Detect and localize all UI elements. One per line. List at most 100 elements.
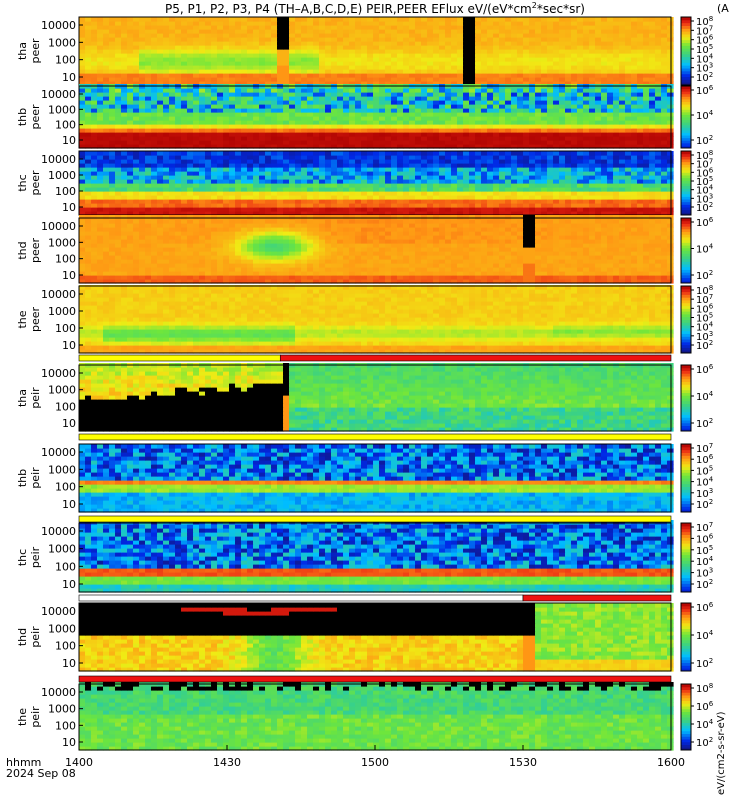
spectrogram-cell <box>91 203 98 208</box>
spectrogram-cell <box>265 53 272 58</box>
spectrogram-cell <box>547 175 554 180</box>
spectrogram-cell <box>655 57 662 62</box>
spectrogram-cell <box>115 100 122 105</box>
spectrogram-cell <box>151 104 158 109</box>
spectrogram-cell <box>601 17 608 22</box>
spectrogram-cell <box>307 88 314 93</box>
spectrogram-cell <box>295 124 302 129</box>
spectrogram-cell <box>553 41 560 46</box>
spectrogram-cell <box>475 167 482 172</box>
spectrogram-cell <box>355 171 362 176</box>
spectrogram-cell <box>253 41 260 46</box>
spectrogram-cell <box>367 179 374 184</box>
spectrogram-cell <box>193 167 200 172</box>
spectrogram-cell <box>337 21 344 26</box>
spectrogram-cell <box>487 132 494 137</box>
spectrogram-cell <box>649 29 656 34</box>
spectrogram-cell <box>247 151 254 156</box>
spectrogram-cell <box>379 199 386 204</box>
spectrogram-cell <box>475 21 482 26</box>
spectrogram-cell <box>397 199 404 204</box>
spectrogram-cell <box>331 33 338 38</box>
spectrogram-cell <box>373 155 380 160</box>
spectrogram-cell <box>451 132 458 137</box>
spectrogram-cell <box>307 199 314 204</box>
spectrogram-cell <box>163 171 170 176</box>
spectrogram-cell <box>193 191 200 196</box>
spectrogram-cell <box>139 77 146 82</box>
spectrogram-cell <box>211 33 218 38</box>
spectrogram-cell <box>529 199 536 204</box>
spectrogram-cell <box>493 203 500 208</box>
spectrogram-cell <box>643 21 650 26</box>
spectrogram-cell <box>607 132 614 137</box>
spectrogram-cell <box>505 195 512 200</box>
spectrogram-cell <box>397 45 404 50</box>
spectrogram-cell <box>559 77 566 82</box>
spectrogram-cell <box>175 69 182 74</box>
spectrogram-cell <box>301 69 308 74</box>
spectrogram-cell <box>313 77 320 82</box>
spectrogram-cell <box>139 108 146 113</box>
spectrogram-cell <box>91 17 98 22</box>
spectrogram-cell <box>193 29 200 34</box>
spectrogram-cell <box>331 132 338 137</box>
spectrogram-cell <box>511 25 518 30</box>
spectrogram-cell <box>301 175 308 180</box>
spectrogram-cell <box>283 151 290 156</box>
spectrogram-cell <box>253 92 260 97</box>
spectrogram-cell <box>625 41 632 46</box>
spectrogram-cell <box>277 163 284 168</box>
spectrogram-cell <box>115 136 122 141</box>
spectrogram-cell <box>517 61 524 66</box>
spectrogram-cell <box>445 187 452 192</box>
spectrogram-cell <box>289 191 296 196</box>
spectrogram-cell <box>349 88 356 93</box>
spectrogram-cell <box>601 207 608 212</box>
spectrogram-cell <box>115 132 122 137</box>
spectrogram-cell <box>451 163 458 168</box>
spectrogram-cell <box>109 65 116 70</box>
spectrogram-cell <box>475 163 482 168</box>
spectrogram-cell <box>229 171 236 176</box>
spectrogram-cell <box>463 163 470 168</box>
spectrogram-cell <box>163 69 170 74</box>
spectrogram-cell <box>157 199 164 204</box>
spectrogram-cell <box>409 65 416 70</box>
spectrogram-cell <box>613 167 620 172</box>
spectrogram-cell <box>643 100 650 105</box>
spectrogram-cell <box>631 203 638 208</box>
spectrogram-cell <box>505 49 512 54</box>
spectrogram-cell <box>259 175 266 180</box>
spectrogram-cell <box>421 25 428 30</box>
spectrogram-cell <box>397 49 404 54</box>
spectrogram-cell <box>175 88 182 93</box>
spectrogram-cell <box>217 128 224 133</box>
spectrogram-cell <box>487 37 494 42</box>
spectrogram-cell <box>415 108 422 113</box>
spectrogram-cell <box>421 155 428 160</box>
spectrogram-cell <box>85 37 92 42</box>
spectrogram-cell <box>259 69 266 74</box>
spectrogram-cell <box>265 73 272 78</box>
spectrogram-cell <box>571 49 578 54</box>
spectrogram-cell <box>649 77 656 82</box>
spectrogram-cell <box>391 17 398 22</box>
spectrogram-cell <box>313 21 320 26</box>
spectrogram-cell <box>175 140 182 145</box>
spectrogram-cell <box>325 25 332 30</box>
spectrogram-cell <box>91 140 98 145</box>
spectrogram-cell <box>457 159 464 164</box>
spectrogram-cell <box>181 100 188 105</box>
spectrogram-cell <box>469 171 476 176</box>
spectrogram-cell <box>295 92 302 97</box>
spectrogram-cell <box>415 25 422 30</box>
spectrogram-cell <box>139 124 146 129</box>
spectrogram-cell <box>535 108 542 113</box>
spectrogram-cell <box>529 29 536 34</box>
spectrogram-cell <box>319 45 326 50</box>
y-tick-label: 100 <box>55 119 76 132</box>
spectrogram-cell <box>247 203 254 208</box>
spectrogram-cell <box>613 33 620 38</box>
spectrogram-cell <box>577 159 584 164</box>
